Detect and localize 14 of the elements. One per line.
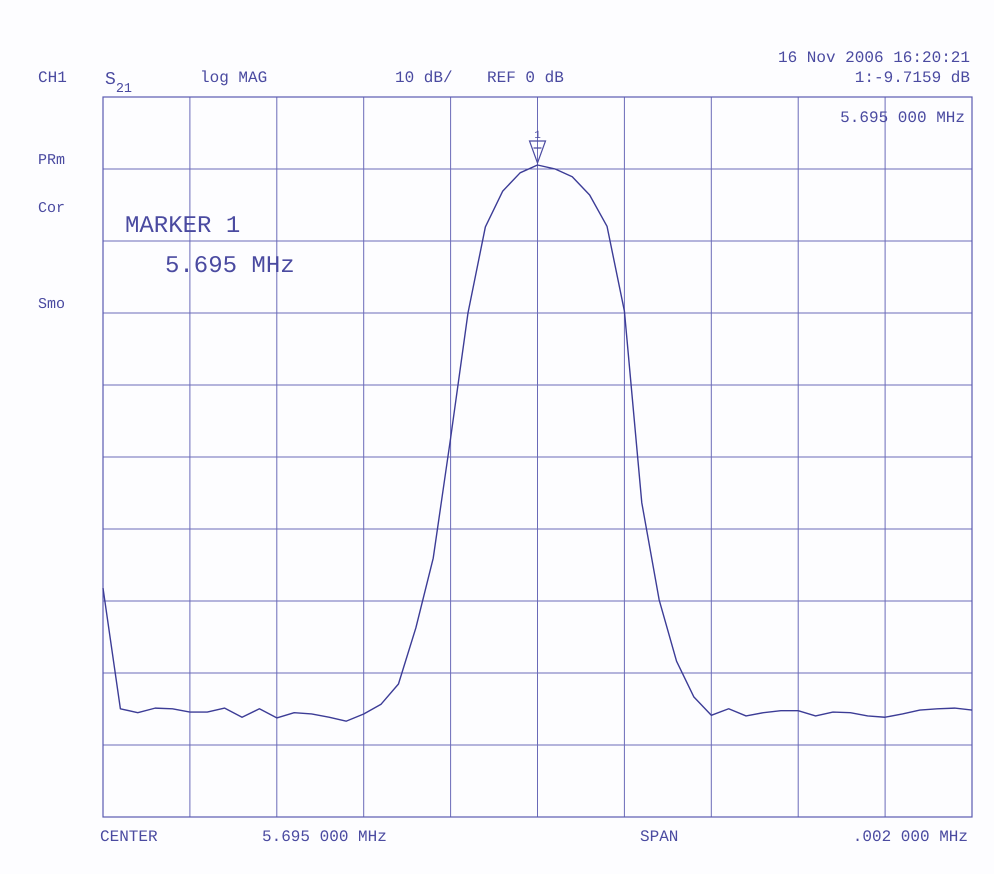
- text: S$_{21}$: [105, 70, 132, 96]
- text: .002 000 MHz: [852, 828, 968, 846]
- text: REF 0 dB: [487, 69, 564, 87]
- text: CH1: [38, 69, 67, 87]
- text: Cor: [38, 200, 66, 217]
- text: 5.695 000 MHz: [262, 828, 387, 846]
- text: log MAG: [200, 69, 268, 87]
- text: 10 dB/: [395, 69, 453, 87]
- text: SPAN: [640, 828, 678, 846]
- text: 16 Nov 2006 16:20:21: [778, 49, 970, 67]
- text: Smo: [38, 296, 66, 313]
- text: PRm: [38, 152, 66, 169]
- text: CENTER: [100, 828, 158, 846]
- text: 1:-9.7159 dB: [854, 69, 970, 87]
